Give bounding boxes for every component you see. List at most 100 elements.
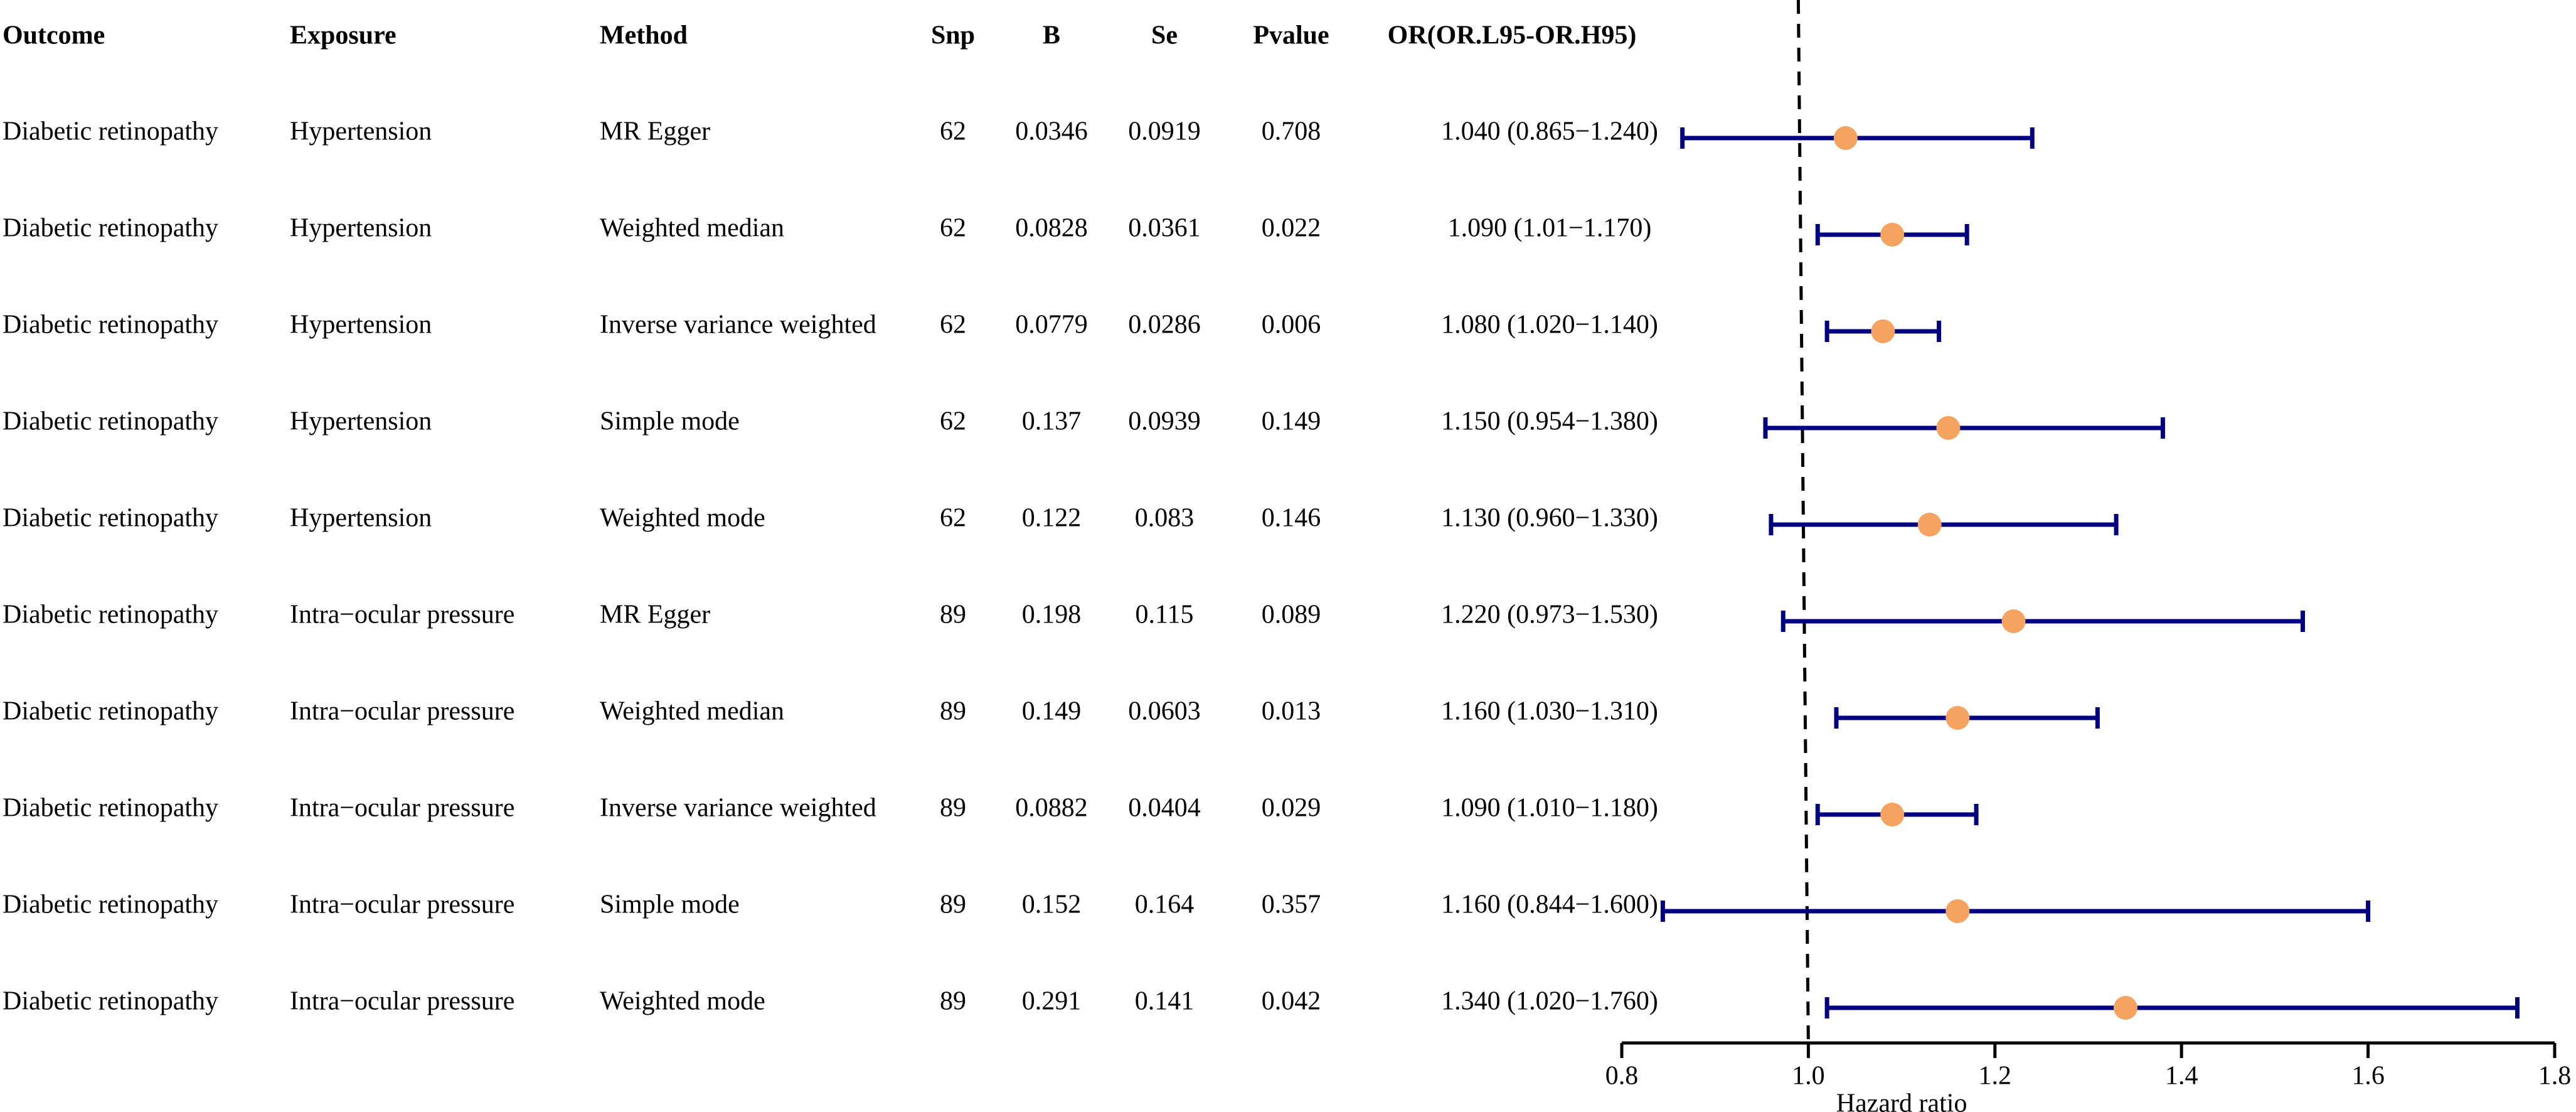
x-tick-label: 1.4 bbox=[2165, 1062, 2198, 1091]
point-estimate bbox=[1917, 513, 1942, 537]
cell-snp: 89 bbox=[940, 697, 966, 726]
cell-se: 0.0939 bbox=[1128, 407, 1201, 436]
cell-outcome: Diabetic retinopathy bbox=[3, 504, 218, 533]
cell-pvalue: 0.006 bbox=[1262, 311, 1321, 339]
point-estimate bbox=[1945, 706, 1970, 730]
cell-outcome: Diabetic retinopathy bbox=[3, 117, 218, 146]
cell-or-text: 1.090 (1.010−1.180) bbox=[1441, 794, 1658, 823]
cell-b: 0.0882 bbox=[1015, 794, 1088, 823]
cell-outcome: Diabetic retinopathy bbox=[3, 601, 218, 629]
cell-or-text: 1.130 (0.960−1.330) bbox=[1441, 504, 1658, 533]
cell-outcome: Diabetic retinopathy bbox=[3, 697, 218, 726]
cell-or-text: 1.220 (0.973−1.530) bbox=[1441, 601, 1658, 629]
cell-se: 0.115 bbox=[1136, 601, 1194, 629]
x-tick-label: 0.8 bbox=[1605, 1062, 1639, 1091]
point-estimate bbox=[1880, 803, 1905, 826]
x-axis-label: Hazard ratio bbox=[1836, 1089, 1967, 1112]
cell-b: 0.291 bbox=[1022, 987, 1082, 1016]
cell-se: 0.0603 bbox=[1128, 697, 1201, 726]
cell-se: 0.0919 bbox=[1128, 117, 1201, 146]
cell-snp: 62 bbox=[940, 504, 966, 533]
cell-outcome: Diabetic retinopathy bbox=[3, 311, 218, 339]
cell-pvalue: 0.708 bbox=[1262, 117, 1321, 146]
cell-exposure: Intra−ocular pressure bbox=[290, 601, 514, 629]
cell-outcome: Diabetic retinopathy bbox=[3, 890, 218, 919]
cell-pvalue: 0.089 bbox=[1262, 601, 1321, 629]
cell-snp: 89 bbox=[940, 601, 966, 629]
cell-exposure: Intra−ocular pressure bbox=[290, 987, 514, 1016]
cell-se: 0.0286 bbox=[1128, 311, 1201, 339]
cell-b: 0.122 bbox=[1022, 504, 1082, 533]
cell-pvalue: 0.357 bbox=[1262, 890, 1321, 919]
cell-b: 0.0346 bbox=[1015, 117, 1088, 146]
cell-method: Simple mode bbox=[600, 890, 740, 919]
cell-exposure: Hypertension bbox=[290, 311, 432, 339]
cell-snp: 62 bbox=[940, 117, 966, 146]
cell-b: 0.0779 bbox=[1015, 311, 1088, 339]
x-tick-label: 1.2 bbox=[1979, 1062, 2012, 1091]
cell-pvalue: 0.013 bbox=[1262, 697, 1321, 726]
cell-snp: 89 bbox=[940, 794, 966, 823]
column-header: Pvalue bbox=[1253, 21, 1329, 50]
cell-or-text: 1.090 (1.01−1.170) bbox=[1448, 214, 1652, 243]
reference-line bbox=[1796, 0, 1810, 1044]
cell-pvalue: 0.146 bbox=[1262, 504, 1321, 533]
point-estimate bbox=[1880, 223, 1905, 247]
column-header: Se bbox=[1151, 21, 1178, 50]
cell-method: MR Egger bbox=[600, 117, 710, 146]
column-header: Exposure bbox=[290, 21, 397, 50]
point-estimate bbox=[1936, 416, 1961, 440]
cell-b: 0.0828 bbox=[1015, 214, 1088, 243]
cell-exposure: Hypertension bbox=[290, 214, 432, 243]
cell-b: 0.198 bbox=[1022, 601, 1082, 629]
cell-or-text: 1.040 (0.865−1.240) bbox=[1441, 117, 1658, 146]
column-header: B bbox=[1043, 21, 1060, 50]
cell-method: Inverse variance weighted bbox=[600, 311, 876, 339]
cell-exposure: Intra−ocular pressure bbox=[290, 890, 514, 919]
cell-pvalue: 0.029 bbox=[1262, 794, 1321, 823]
cell-exposure: Hypertension bbox=[290, 504, 432, 533]
cell-outcome: Diabetic retinopathy bbox=[3, 407, 218, 436]
point-estimate bbox=[1871, 319, 1895, 343]
cell-or-text: 1.160 (1.030−1.310) bbox=[1441, 697, 1658, 726]
cell-pvalue: 0.022 bbox=[1262, 214, 1321, 243]
cell-exposure: Intra−ocular pressure bbox=[290, 697, 514, 726]
cell-snp: 62 bbox=[940, 311, 966, 339]
cell-exposure: Hypertension bbox=[290, 407, 432, 436]
cell-method: Weighted median bbox=[600, 214, 784, 243]
column-header: Method bbox=[600, 21, 688, 50]
cell-method: Inverse variance weighted bbox=[600, 794, 876, 823]
cell-se: 0.0361 bbox=[1128, 214, 1201, 243]
cell-snp: 62 bbox=[940, 214, 966, 243]
cell-pvalue: 0.042 bbox=[1262, 987, 1321, 1016]
cell-snp: 62 bbox=[940, 407, 966, 436]
x-tick-label: 1.6 bbox=[2351, 1062, 2385, 1091]
cell-exposure: Intra−ocular pressure bbox=[290, 794, 514, 823]
cell-se: 0.0404 bbox=[1128, 794, 1201, 823]
cell-method: Weighted median bbox=[600, 697, 784, 726]
cell-se: 0.083 bbox=[1135, 504, 1195, 533]
cell-se: 0.141 bbox=[1135, 987, 1195, 1016]
cell-or-text: 1.160 (0.844−1.600) bbox=[1441, 890, 1658, 919]
cell-method: Weighted mode bbox=[600, 987, 765, 1016]
cell-or-text: 1.080 (1.020−1.140) bbox=[1441, 311, 1658, 339]
cell-outcome: Diabetic retinopathy bbox=[3, 987, 218, 1016]
column-header: OR(OR.L95-OR.H95) bbox=[1388, 21, 1637, 50]
cell-or-text: 1.340 (1.020−1.760) bbox=[1441, 987, 1658, 1016]
cell-method: MR Egger bbox=[600, 601, 710, 629]
cell-se: 0.164 bbox=[1135, 890, 1195, 919]
cell-snp: 89 bbox=[940, 987, 966, 1016]
cell-b: 0.149 bbox=[1022, 697, 1082, 726]
point-estimate bbox=[1945, 899, 1970, 923]
point-estimate bbox=[2001, 609, 2026, 633]
cell-outcome: Diabetic retinopathy bbox=[3, 214, 218, 243]
point-estimate bbox=[2113, 996, 2137, 1020]
point-estimate bbox=[1833, 126, 1858, 150]
cell-or-text: 1.150 (0.954−1.380) bbox=[1441, 407, 1658, 436]
cell-exposure: Hypertension bbox=[290, 117, 432, 146]
column-header: Outcome bbox=[3, 21, 105, 50]
x-tick-label: 1.0 bbox=[1792, 1062, 1825, 1091]
cell-outcome: Diabetic retinopathy bbox=[3, 794, 218, 823]
cell-b: 0.152 bbox=[1022, 890, 1082, 919]
